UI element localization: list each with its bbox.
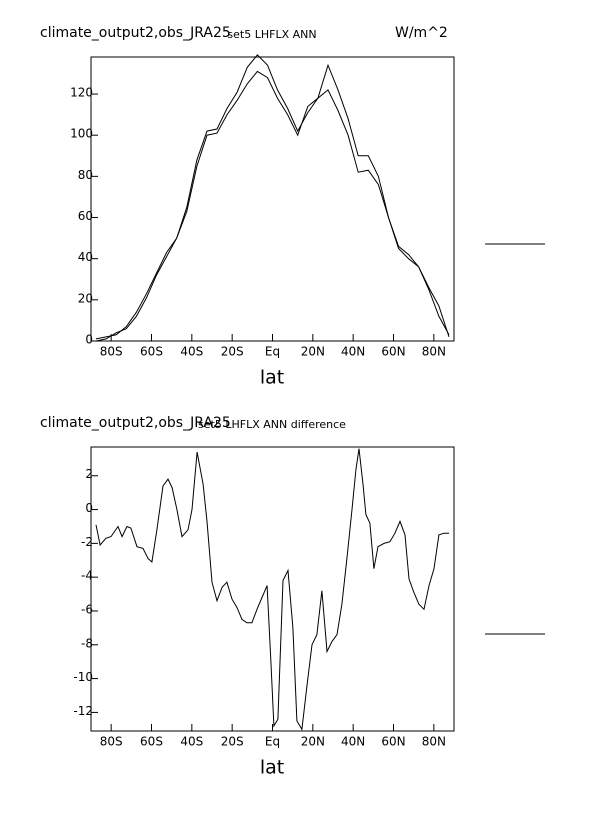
x-tick-label: 40S [180, 735, 203, 749]
y-tick-label: 40 [78, 250, 93, 264]
x-axis-label: lat [260, 757, 284, 779]
x-tick-label: 80S [100, 345, 123, 359]
x-tick-label: 60S [140, 735, 163, 749]
y-tick-label: 80 [78, 168, 93, 182]
data-line [95, 70, 450, 342]
x-tick-label: 60S [140, 345, 163, 359]
x-tick-label: 20S [221, 735, 244, 749]
x-tick-label: 80S [100, 735, 123, 749]
chart-title: climate_output2,obs_JRA25 [40, 25, 231, 41]
x-tick-label: 80N [422, 735, 446, 749]
x-tick-label: Eq [265, 345, 280, 359]
plot-frame [90, 56, 455, 342]
y-tick-label: -10 [73, 670, 93, 684]
x-tick-label: 60N [381, 345, 405, 359]
x-tick-label: Eq [265, 735, 280, 749]
y-tick-label: -4 [81, 569, 93, 583]
x-tick-label: 80N [422, 345, 446, 359]
x-tick-label: 20N [301, 735, 325, 749]
x-tick-label: 40N [341, 345, 365, 359]
y-tick-label: 120 [70, 86, 93, 100]
y-tick-label: 20 [78, 291, 93, 305]
x-tick-label: 60N [381, 735, 405, 749]
units: W/m^2 [395, 25, 448, 41]
y-tick-label: 2 [85, 467, 93, 481]
y-tick-label: 0 [85, 333, 93, 347]
data-line [95, 448, 449, 731]
data-line [95, 54, 450, 340]
x-tick-label: 20N [301, 345, 325, 359]
chart-subtitle: set5 LHFLX ANN difference [198, 418, 346, 431]
y-tick-label: -2 [81, 535, 93, 549]
y-tick-label: -12 [73, 704, 93, 718]
x-tick-label: 40N [341, 735, 365, 749]
x-tick-label: 20S [221, 345, 244, 359]
y-tick-label: -8 [81, 636, 93, 650]
y-tick-label: -6 [81, 602, 93, 616]
chart-title: climate_output2,obs_JRA25 [40, 415, 231, 431]
chart-subtitle: set5 LHFLX ANN [227, 28, 316, 41]
y-tick-label: 60 [78, 209, 93, 223]
y-tick-label: 100 [70, 127, 93, 141]
y-tick-label: 0 [85, 501, 93, 515]
x-axis-label: lat [260, 367, 284, 389]
x-tick-label: 40S [180, 345, 203, 359]
